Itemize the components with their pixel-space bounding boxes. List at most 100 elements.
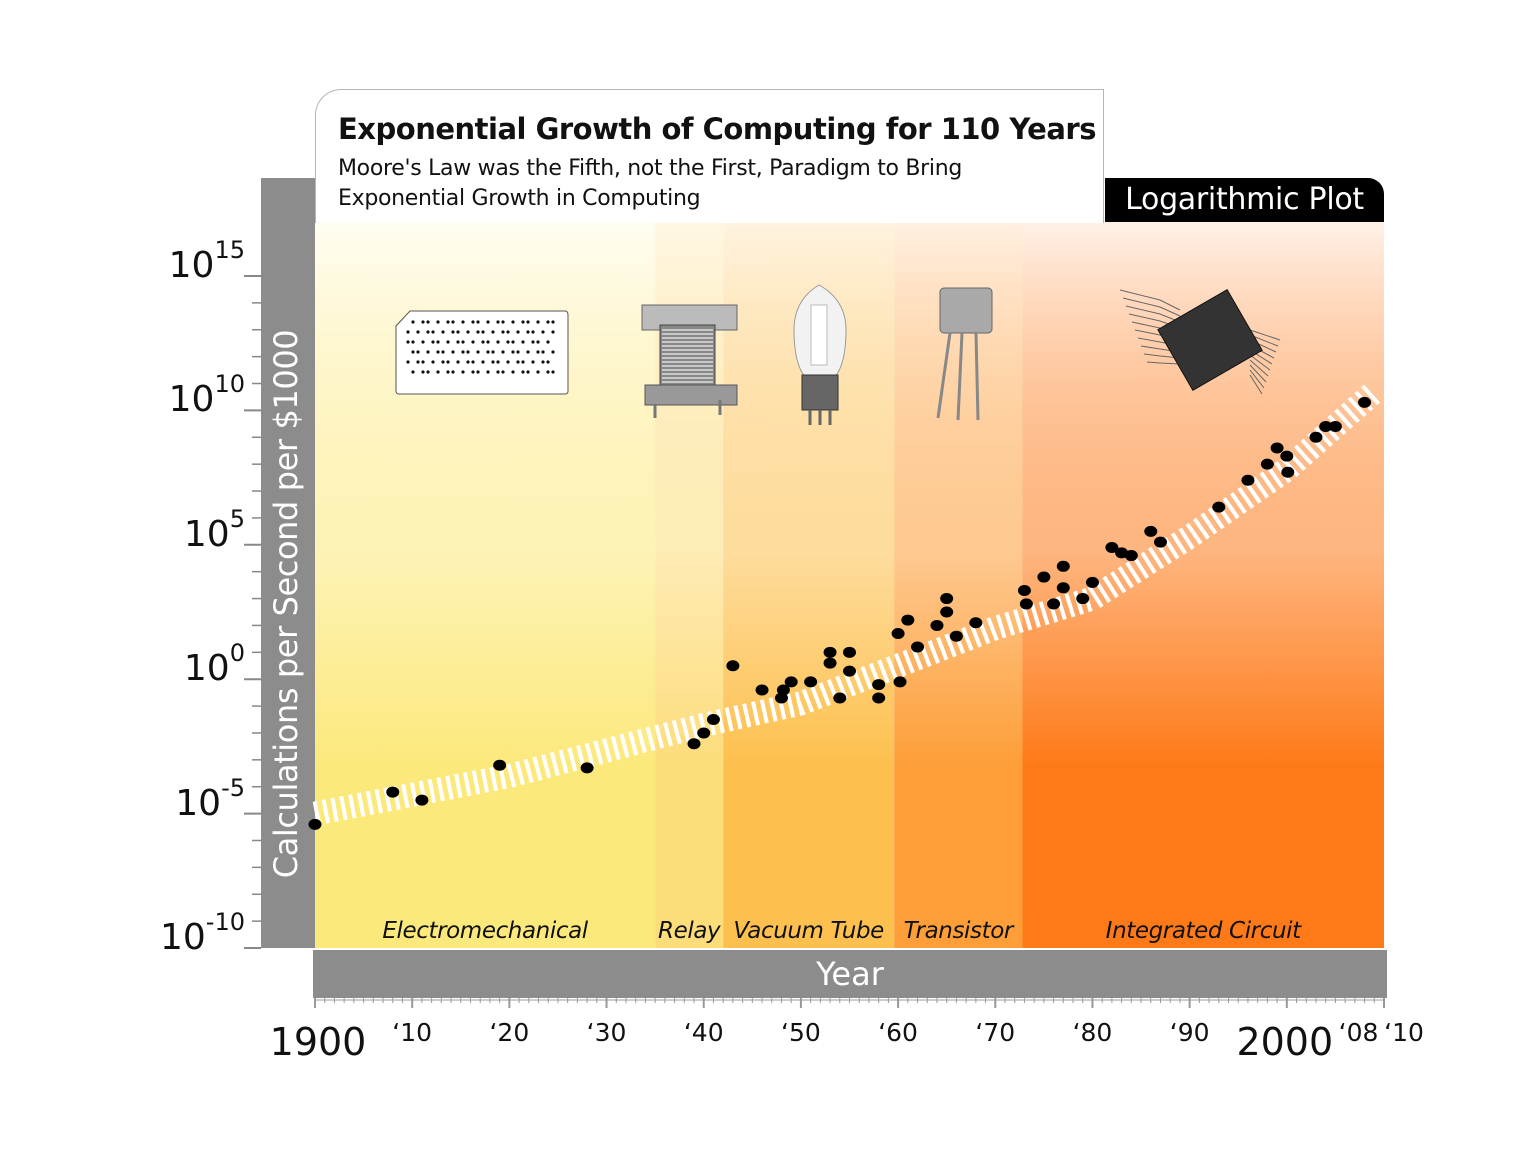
vacuum-tube-icon bbox=[793, 284, 847, 425]
data-point bbox=[1019, 598, 1033, 610]
data-point bbox=[901, 614, 915, 626]
chart-subtitle: Moore's Law was the Fifth, not the First… bbox=[338, 156, 963, 211]
y-tick-base: 10 bbox=[183, 513, 230, 555]
y-tick-label: 100 bbox=[155, 639, 245, 690]
y-tick-label: 105 bbox=[155, 505, 245, 555]
x-tick-label: ‘90 bbox=[1169, 1018, 1210, 1047]
data-point bbox=[940, 606, 954, 618]
x-tick-label: ‘10 bbox=[392, 1018, 433, 1047]
y-axis-ticks bbox=[244, 275, 261, 949]
x-axis-ticks bbox=[314, 998, 1385, 1008]
data-point bbox=[784, 676, 798, 688]
x-tick-label: ‘50 bbox=[781, 1018, 821, 1047]
y-tick-exponent: 10 bbox=[214, 370, 245, 399]
technology-illustrations bbox=[395, 284, 1281, 425]
x-tick-label: 1900 bbox=[269, 1020, 367, 1064]
data-point bbox=[1047, 598, 1061, 610]
data-point bbox=[1076, 593, 1090, 605]
data-point bbox=[755, 684, 769, 696]
x-tick-label: ‘80 bbox=[1072, 1018, 1113, 1047]
y-tick-exponent: 0 bbox=[229, 639, 245, 668]
data-point bbox=[893, 676, 907, 688]
data-point bbox=[1124, 550, 1138, 562]
data-point bbox=[1358, 396, 1372, 408]
y-tick-label: 1010 bbox=[155, 370, 245, 421]
data-point bbox=[415, 794, 429, 806]
x-tick-label: 2000 bbox=[1236, 1020, 1334, 1064]
x-tick-label: ‘08 bbox=[1338, 1018, 1379, 1047]
data-point bbox=[1280, 450, 1294, 462]
title-box: Exponential Growth of Computing for 110 … bbox=[315, 89, 1104, 223]
data-point bbox=[706, 714, 720, 726]
trend-line bbox=[312, 382, 1383, 826]
data-point bbox=[1017, 584, 1031, 596]
data-point bbox=[1260, 458, 1274, 470]
data-point bbox=[949, 630, 963, 642]
y-tick-exponent: 15 bbox=[214, 236, 245, 264]
data-point bbox=[823, 646, 837, 658]
y-tick-exponent: 5 bbox=[229, 504, 245, 533]
data-point bbox=[891, 628, 905, 640]
data-point bbox=[833, 692, 847, 704]
x-tick-label: ‘70 bbox=[975, 1018, 1016, 1047]
y-tick-base: 10 bbox=[168, 379, 215, 421]
data-point bbox=[697, 727, 711, 739]
data-point bbox=[1270, 442, 1284, 454]
x-tick-label: ‘20 bbox=[489, 1018, 530, 1047]
data-point bbox=[580, 762, 594, 774]
data-point bbox=[386, 786, 400, 798]
data-point bbox=[940, 593, 954, 605]
data-point bbox=[1328, 421, 1342, 433]
y-tick-label: 1015 bbox=[155, 236, 245, 286]
era-label: Electromechanical bbox=[382, 918, 588, 944]
data-point bbox=[687, 738, 701, 750]
data-point bbox=[1085, 576, 1099, 588]
x-tick-label: ‘40 bbox=[683, 1018, 724, 1047]
transistor-icon bbox=[936, 287, 993, 421]
x-tick-label: ‘60 bbox=[878, 1018, 918, 1047]
y-tick-exponent: -10 bbox=[205, 908, 245, 936]
x-axis-label: Year bbox=[816, 955, 884, 993]
y-tick-base: 10 bbox=[168, 245, 215, 286]
era-band bbox=[894, 222, 1023, 948]
data-point bbox=[1105, 541, 1119, 553]
data-point bbox=[776, 684, 790, 696]
data-point bbox=[1037, 571, 1051, 583]
data-point bbox=[843, 665, 856, 677]
era-label: Transistor bbox=[903, 918, 1014, 944]
data-point bbox=[823, 657, 837, 669]
data-point bbox=[930, 619, 944, 631]
data-point bbox=[911, 641, 925, 653]
era-label: Integrated Circuit bbox=[1105, 918, 1302, 944]
data-point bbox=[1281, 466, 1295, 478]
data-point bbox=[843, 646, 856, 658]
punch-card-icon bbox=[395, 310, 569, 395]
data-point bbox=[1056, 582, 1070, 594]
data-point bbox=[969, 617, 983, 629]
logarithmic-plot-label: Logarithmic Plot bbox=[1105, 178, 1384, 222]
data-point bbox=[1212, 501, 1226, 513]
y-tick-base: 10 bbox=[159, 917, 206, 958]
chart-title: Exponential Growth of Computing for 110 … bbox=[338, 112, 1096, 146]
data-point bbox=[726, 660, 740, 672]
x-tick-label: ‘10 bbox=[1384, 1018, 1424, 1047]
data-point bbox=[1153, 536, 1167, 548]
data-point bbox=[804, 676, 818, 688]
data-point bbox=[872, 679, 886, 691]
data-point bbox=[308, 818, 322, 830]
data-point bbox=[1144, 525, 1158, 537]
era-label: Vacuum Tube bbox=[733, 918, 884, 944]
y-tick-base: 10 bbox=[175, 782, 222, 824]
era-label: Relay bbox=[658, 918, 721, 944]
integrated-circuit-icon bbox=[1119, 289, 1281, 395]
y-tick-exponent: -5 bbox=[221, 773, 245, 802]
data-point bbox=[1309, 431, 1323, 443]
data-points bbox=[308, 396, 1372, 830]
trend-band bbox=[312, 382, 1383, 826]
data-point bbox=[493, 759, 507, 771]
y-tick-base: 10 bbox=[183, 648, 230, 690]
y-tick-label: 10-10 bbox=[155, 908, 245, 958]
y-axis-label: Calculations per Second per $1000 bbox=[267, 329, 305, 879]
data-point bbox=[1241, 474, 1255, 486]
